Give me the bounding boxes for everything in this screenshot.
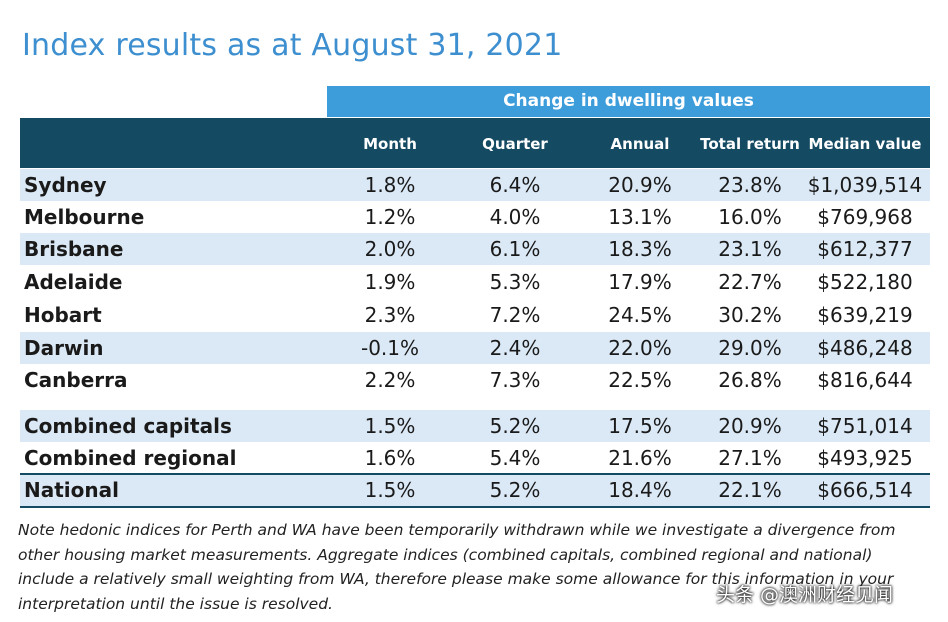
column-header-month: Month — [363, 135, 417, 153]
row-region-name: Combined capitals — [24, 414, 232, 438]
cell-month: 2.0% — [364, 237, 416, 261]
cell-annual: 22.5% — [608, 368, 672, 392]
column-header-total-return: Total return — [700, 135, 800, 153]
row-region-name: Melbourne — [24, 205, 145, 229]
cell-month: 2.3% — [364, 303, 416, 327]
cell-annual: 17.5% — [608, 414, 672, 438]
table-row: Combined capitals 1.5% 5.2% 17.5% 20.9% $751,… — [20, 410, 930, 442]
cell-month: 1.5% — [364, 414, 416, 438]
page-title: Index results as at August 31, 2021 — [22, 28, 563, 63]
cell-quarter: 5.2% — [489, 478, 541, 502]
cell-annual: 21.6% — [608, 446, 672, 470]
cell-month: 1.9% — [364, 270, 416, 294]
cell-median: $666,514 — [817, 478, 913, 502]
table-row: Melbourne 1.2% 4.0% 13.1% 16.0% $769,968 — [20, 201, 930, 233]
column-header-annual: Annual — [610, 135, 670, 153]
watermark: 头条 @澳洲财经见闻 — [716, 584, 894, 606]
table-row: National 1.5% 5.2% 18.4% 22.1% $666,514 — [20, 474, 930, 506]
row-region-name: Combined regional — [24, 446, 237, 470]
column-header-quarter: Quarter — [482, 135, 548, 153]
table-row: Brisbane 2.0% 6.1% 18.3% 23.1% $612,377 — [20, 233, 930, 265]
cell-quarter: 6.1% — [489, 237, 541, 261]
cell-median: $751,014 — [817, 414, 913, 438]
table-row: Darwin -0.1% 2.4% 22.0% 29.0% $486,248 — [20, 332, 930, 364]
cell-median: $493,925 — [817, 446, 913, 470]
group-header: Change in dwelling values — [327, 86, 930, 117]
cell-annual: 18.4% — [608, 478, 672, 502]
table-row: Canberra 2.2% 7.3% 22.5% 26.8% $816,644 — [20, 364, 930, 396]
cell-annual: 20.9% — [608, 173, 672, 197]
column-header-row: Month Quarter Annual Total return Median… — [20, 118, 930, 168]
row-region-name: Adelaide — [24, 270, 123, 294]
table-row: Sydney 1.8% 6.4% 20.9% 23.8% $1,039,514 — [20, 169, 930, 201]
cell-total: 20.9% — [718, 414, 782, 438]
table-row: Combined regional 1.6% 5.4% 21.6% 27.1% $493,… — [20, 442, 930, 474]
cell-total: 23.8% — [718, 173, 782, 197]
row-region-name: Sydney — [24, 173, 107, 197]
cell-median: $769,968 — [817, 205, 913, 229]
cell-median: $1,039,514 — [807, 173, 923, 197]
cell-month: 2.2% — [364, 368, 416, 392]
cell-quarter: 5.4% — [489, 446, 541, 470]
cell-annual: 18.3% — [608, 237, 672, 261]
table-row: Hobart 2.3% 7.2% 24.5% 30.2% $639,219 — [20, 299, 930, 331]
cell-quarter: 6.4% — [489, 173, 541, 197]
cell-quarter: 5.3% — [489, 270, 541, 294]
cell-month: 1.2% — [364, 205, 416, 229]
divider-line — [20, 473, 930, 475]
cell-quarter: 7.3% — [489, 368, 541, 392]
cell-total: 30.2% — [718, 303, 782, 327]
cell-month: 1.8% — [364, 173, 416, 197]
cell-annual: 22.0% — [608, 336, 672, 360]
row-region-name: Canberra — [24, 368, 128, 392]
cell-total: 26.8% — [718, 368, 782, 392]
cell-month: -0.1% — [360, 336, 420, 360]
cell-total: 22.7% — [718, 270, 782, 294]
row-region-name: National — [24, 478, 119, 502]
cell-quarter: 5.2% — [489, 414, 541, 438]
cell-median: $816,644 — [817, 368, 913, 392]
cell-quarter: 4.0% — [489, 205, 541, 229]
row-region-name: Brisbane — [24, 237, 124, 261]
cell-median: $612,377 — [817, 237, 913, 261]
cell-annual: 13.1% — [608, 205, 672, 229]
column-header-median-value: Median value — [808, 135, 922, 153]
cell-total: 22.1% — [718, 478, 782, 502]
cell-month: 1.5% — [364, 478, 416, 502]
cell-median: $486,248 — [817, 336, 913, 360]
footnote: Note hedonic indices for Perth and WA ha… — [18, 521, 896, 613]
cell-month: 1.6% — [364, 446, 416, 470]
table-row: Adelaide 1.9% 5.3% 17.9% 22.7% $522,180 — [20, 266, 930, 298]
cell-total: 23.1% — [718, 237, 782, 261]
cell-total: 27.1% — [718, 446, 782, 470]
cell-median: $639,219 — [817, 303, 913, 327]
cell-total: 16.0% — [718, 205, 782, 229]
row-region-name: Hobart — [24, 303, 102, 327]
row-region-name: Darwin — [24, 336, 104, 360]
cell-annual: 17.9% — [608, 270, 672, 294]
cell-quarter: 2.4% — [489, 336, 541, 360]
table-bottom-line — [20, 506, 930, 508]
cell-total: 29.0% — [718, 336, 782, 360]
cell-median: $522,180 — [817, 270, 913, 294]
cell-quarter: 7.2% — [489, 303, 541, 327]
cell-annual: 24.5% — [608, 303, 672, 327]
